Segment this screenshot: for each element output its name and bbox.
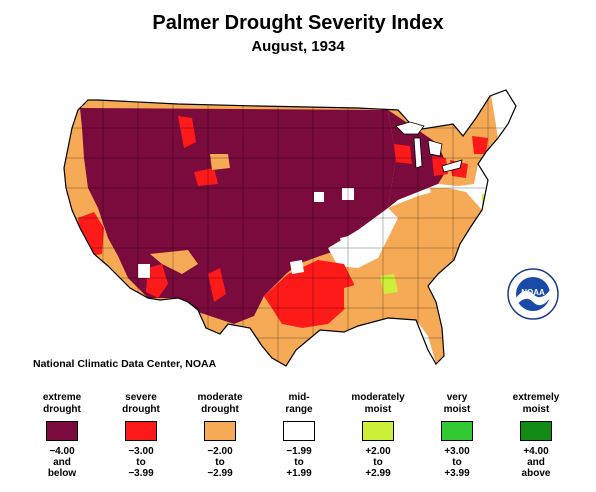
legend-range-end: above	[521, 468, 551, 479]
legend-label-line2: moist	[364, 404, 392, 415]
legend-swatch	[441, 421, 473, 441]
legend-range-start: −4.00	[49, 446, 75, 457]
legend-range-start: −1.99	[286, 446, 312, 457]
legend-range-start: −3.00	[128, 446, 154, 457]
legend-range: +2.00 to +2.99	[338, 446, 418, 479]
legend-swatch	[204, 421, 236, 441]
legend-label: extremely moist	[496, 390, 576, 416]
legend-item: very moist +3.00 to +3.99	[417, 390, 497, 479]
legend-item: extreme drought −4.00 and below	[22, 390, 102, 479]
legend-range-end: +1.99	[286, 468, 312, 479]
legend-swatch	[283, 421, 315, 441]
legend-range-mid: to	[136, 457, 146, 468]
legend-range-start: −2.00	[207, 446, 233, 457]
legend-range-mid: to	[452, 457, 462, 468]
legend-label: mid-range	[259, 390, 339, 416]
legend-range-end: +2.99	[365, 468, 391, 479]
legend-range-end: +3.99	[444, 468, 470, 479]
legend-label: extreme drought	[22, 390, 102, 416]
us-drought-map	[63, 89, 517, 367]
legend-label-line1: very	[446, 392, 468, 403]
legend-item: moderate drought −2.00 to −2.99	[180, 390, 260, 479]
legend-range: −3.00 to −3.99	[101, 446, 181, 479]
legend: extreme drought −4.00 and below severe drought…	[22, 390, 578, 485]
legend-item: mid-range −1.99 to +1.99	[259, 390, 339, 479]
legend-range-mid: and	[527, 457, 545, 468]
legend-range: −4.00 and below	[22, 446, 102, 479]
legend-range-start: +4.00	[523, 446, 549, 457]
legend-label-line2: drought	[122, 404, 160, 415]
legend-label-line2: moist	[522, 404, 550, 415]
legend-range-mid: to	[373, 457, 383, 468]
legend-label: moderately moist	[338, 390, 418, 416]
legend-range-start: +3.00	[444, 446, 470, 457]
credit-text: National Climatic Data Center, NOAA	[33, 358, 217, 370]
legend-range: +3.00 to +3.99	[417, 446, 497, 479]
legend-range-mid: and	[53, 457, 71, 468]
legend-range-mid: to	[294, 457, 304, 468]
legend-label-line1: mid-	[288, 392, 310, 403]
legend-item: severe drought −3.00 to −3.99	[101, 390, 181, 479]
map-subtitle: August, 1934	[251, 38, 345, 55]
legend-range-end: −3.99	[128, 468, 154, 479]
legend-label: moderate drought	[180, 390, 260, 416]
legend-label: severe drought	[101, 390, 181, 416]
legend-swatch	[520, 421, 552, 441]
legend-range-end: below	[47, 468, 77, 479]
legend-swatch	[46, 421, 78, 441]
legend-label-line2: moist	[443, 404, 471, 415]
noaa-logo: NOAA	[507, 268, 559, 320]
legend-label-line1: extremely	[512, 392, 560, 403]
legend-range-mid: to	[215, 457, 225, 468]
legend-range: −2.00 to −2.99	[180, 446, 260, 479]
legend-label: very moist	[417, 390, 497, 416]
legend-range: −1.99 to +1.99	[259, 446, 339, 479]
legend-range: +4.00 and above	[496, 446, 576, 479]
legend-label-line2: drought	[43, 404, 81, 415]
legend-label-line2: drought	[201, 404, 239, 415]
legend-item: moderately moist +2.00 to +2.99	[338, 390, 418, 479]
legend-swatch	[125, 421, 157, 441]
noaa-logo-text: NOAA	[521, 288, 545, 297]
legend-label-line1: severe	[125, 392, 157, 403]
legend-swatch	[362, 421, 394, 441]
legend-label-line1: extreme	[42, 392, 82, 403]
legend-range-start: +2.00	[365, 446, 391, 457]
legend-label-line1: moderate	[197, 392, 243, 403]
legend-range-end: −2.99	[207, 468, 233, 479]
map-title: Palmer Drought Severity Index	[152, 12, 444, 34]
legend-item: extremely moist +4.00 and above	[496, 390, 576, 479]
legend-label-line1: moderately	[351, 392, 405, 403]
legend-label-line2: range	[285, 404, 313, 415]
